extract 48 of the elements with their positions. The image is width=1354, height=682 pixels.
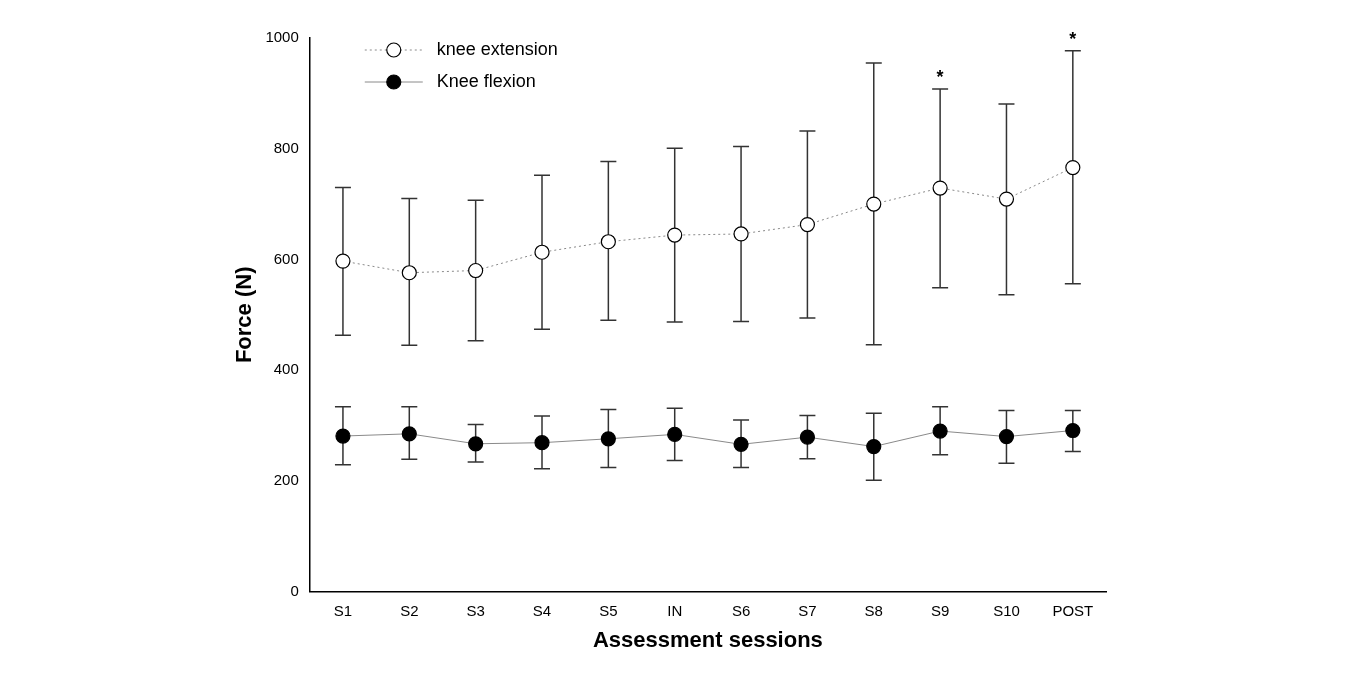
point: [998, 191, 1015, 207]
point: [667, 426, 683, 442]
point: [866, 438, 882, 455]
point: [335, 428, 351, 444]
point: [401, 426, 417, 442]
point: [866, 196, 882, 212]
point: [534, 435, 550, 451]
y-tick-label: 400: [273, 360, 299, 378]
point: [1065, 159, 1081, 176]
point: [600, 234, 616, 250]
legend-label: Knee flexion: [436, 70, 536, 91]
point: [932, 180, 948, 196]
x-axis-title: Assessment sessions: [592, 626, 823, 652]
x-tick-label: S2: [400, 601, 419, 619]
x-tick-label: S4: [532, 601, 552, 619]
point: [401, 265, 417, 281]
point: [799, 429, 816, 445]
y-tick-label: 1000: [265, 28, 299, 46]
y-tick-label: 800: [273, 138, 299, 156]
point: [1065, 422, 1081, 439]
y-tick-label: 200: [273, 471, 299, 489]
point: [733, 226, 749, 242]
point: [799, 216, 816, 233]
x-tick-label: S8: [864, 601, 883, 619]
x-tick-label: S3: [466, 601, 485, 619]
x-tick-label: S7: [798, 601, 817, 619]
point: [468, 262, 484, 279]
y-tick-label: 0: [290, 581, 299, 599]
x-tick-label: POST: [1052, 601, 1094, 619]
point: [998, 428, 1015, 445]
point: [733, 436, 749, 452]
point: [932, 423, 948, 439]
x-tick-label: S10: [993, 601, 1020, 619]
x-tick-label: IN: [667, 601, 683, 619]
point: [534, 244, 550, 260]
point: [667, 227, 683, 243]
annotation: *: [1069, 28, 1077, 49]
point: [335, 253, 351, 269]
y-axis-title: Force (N): [231, 266, 257, 364]
x-tick-label: S9: [930, 601, 950, 619]
y-tick-label: 600: [273, 249, 299, 267]
x-tick-label: S5: [599, 601, 618, 619]
x-tick-label: S1: [333, 601, 353, 619]
x-tick-label: S6: [731, 601, 751, 619]
annotation: *: [936, 66, 944, 87]
point: [600, 431, 616, 447]
legend-label: knee extension: [436, 38, 558, 59]
point: [468, 436, 484, 452]
